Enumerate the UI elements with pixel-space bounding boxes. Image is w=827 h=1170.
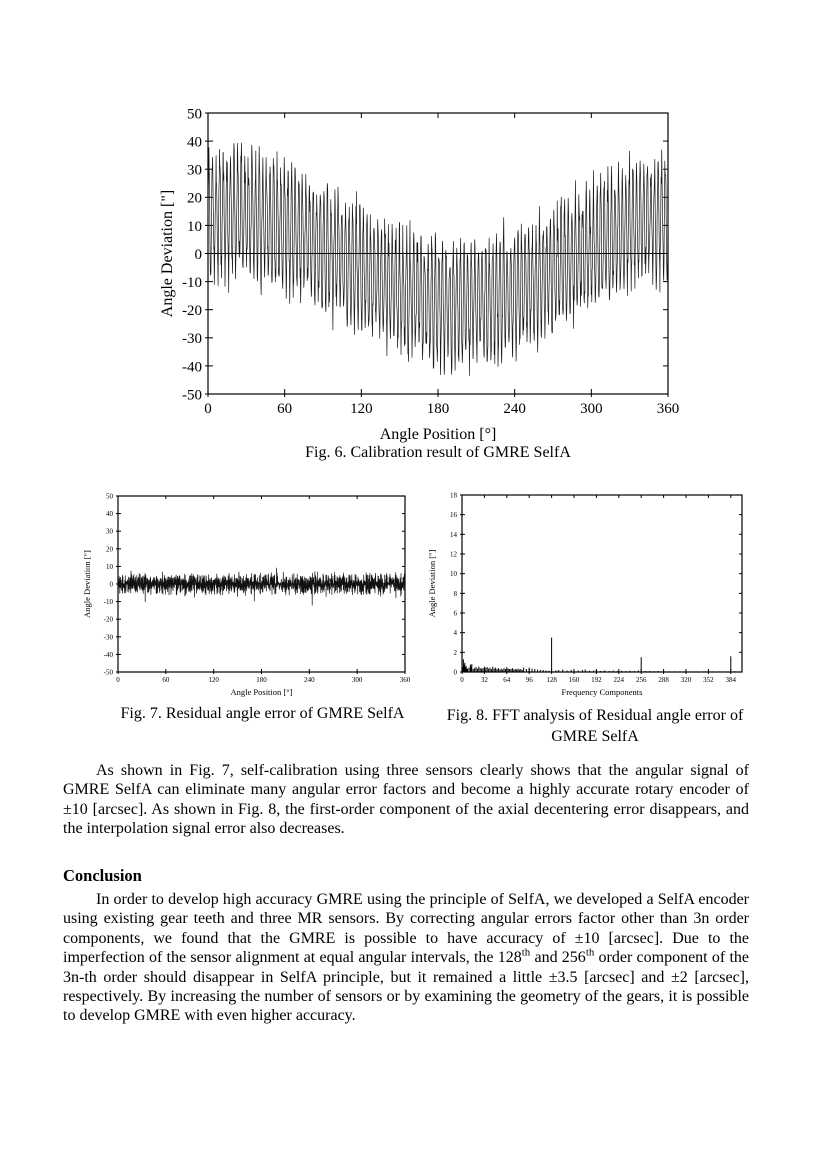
svg-text:320: 320 <box>681 676 692 684</box>
fig8-caption: Fig. 8. FFT analysis of Residual angle e… <box>430 705 760 747</box>
svg-text:18: 18 <box>450 492 458 500</box>
svg-text:4: 4 <box>454 629 458 637</box>
svg-text:10: 10 <box>106 563 114 571</box>
svg-text:180: 180 <box>256 676 267 684</box>
svg-text:-10: -10 <box>104 598 114 606</box>
svg-text:0: 0 <box>460 676 464 684</box>
svg-text:-40: -40 <box>104 651 114 659</box>
svg-text:-30: -30 <box>182 331 202 347</box>
svg-text:256: 256 <box>636 676 647 684</box>
svg-text:10: 10 <box>450 570 458 578</box>
svg-text:-50: -50 <box>104 669 114 677</box>
svg-text:50: 50 <box>187 106 202 122</box>
fig6-calibration-chart: 0 60 120 180 240 300 360 50 40 30 20 10 0 -10 -20 -30 -4… <box>159 106 680 443</box>
svg-text:120: 120 <box>350 401 373 417</box>
svg-text:360: 360 <box>657 401 680 417</box>
fig6-caption: Fig. 6. Calibration result of GMRE SelfA <box>305 444 571 461</box>
svg-text:-20: -20 <box>104 616 114 624</box>
svg-text:14: 14 <box>450 531 458 539</box>
svg-text:180: 180 <box>427 401 450 417</box>
svg-text:300: 300 <box>352 676 363 684</box>
svg-text:50: 50 <box>106 493 114 501</box>
svg-text:Angle Deviation ["]: Angle Deviation ["] <box>82 550 92 618</box>
svg-text:30: 30 <box>187 163 202 179</box>
fig7-caption: Fig. 7. Residual angle error of GMRE Sel… <box>120 705 405 722</box>
conclusion-paragraph: In order to develop high accuracy GMRE u… <box>63 891 749 1025</box>
svg-text:20: 20 <box>106 545 114 553</box>
svg-text:Angle Position [°]: Angle Position [°] <box>231 687 293 697</box>
svg-text:10: 10 <box>187 219 202 235</box>
fig8-caption-line1: Fig. 8. FFT analysis of Residual angle e… <box>446 707 744 724</box>
results-paragraph: As shown in Fig. 7, self-calibration usi… <box>63 762 749 838</box>
svg-text:2: 2 <box>454 649 458 657</box>
conclusion-heading: Conclusion <box>63 866 142 885</box>
svg-text:384: 384 <box>726 676 737 684</box>
svg-text:-10: -10 <box>182 275 202 291</box>
svg-text:360: 360 <box>400 676 411 684</box>
svg-text:0: 0 <box>110 581 114 589</box>
svg-text:224: 224 <box>614 676 625 684</box>
svg-text:8: 8 <box>454 590 458 598</box>
fig8-fft-chart: 0 32 64 96 128 160 192 224 256 288 320 352 384 0 2 4 6 8 1… <box>427 492 743 697</box>
svg-text:0: 0 <box>116 676 120 684</box>
svg-text:352: 352 <box>703 676 714 684</box>
svg-text:16: 16 <box>450 511 458 519</box>
svg-text:Angle Deviation ["]: Angle Deviation ["] <box>159 190 176 317</box>
svg-text:240: 240 <box>503 401 525 417</box>
svg-text:30: 30 <box>106 528 114 536</box>
svg-text:60: 60 <box>162 676 170 684</box>
svg-text:0: 0 <box>195 247 203 263</box>
svg-text:96: 96 <box>526 676 534 684</box>
fig7-residual-chart: 0 60 120 180 240 300 360 50 40 30 20 10 0 -10 -20 -30 -4… <box>82 493 411 697</box>
svg-text:40: 40 <box>187 135 202 151</box>
svg-text:-50: -50 <box>182 387 202 403</box>
svg-text:Angle Deviation ["]: Angle Deviation ["] <box>427 550 437 618</box>
svg-text:20: 20 <box>187 191 202 207</box>
svg-text:128: 128 <box>546 676 557 684</box>
svg-text:120: 120 <box>208 676 219 684</box>
svg-text:0: 0 <box>454 669 458 677</box>
fig8-caption-line2: GMRE SelfA <box>551 728 639 745</box>
svg-text:192: 192 <box>591 676 602 684</box>
svg-text:Frequency Components: Frequency Components <box>562 687 643 697</box>
svg-text:64: 64 <box>503 676 511 684</box>
svg-text:-20: -20 <box>182 303 202 319</box>
svg-text:60: 60 <box>277 401 292 417</box>
svg-text:40: 40 <box>106 510 114 518</box>
svg-text:0: 0 <box>204 401 212 417</box>
svg-text:Angle Position [°]: Angle Position [°] <box>380 426 497 443</box>
svg-text:160: 160 <box>569 676 580 684</box>
svg-text:-30: -30 <box>104 633 114 641</box>
svg-text:-40: -40 <box>182 359 202 375</box>
svg-text:300: 300 <box>580 401 603 417</box>
svg-text:6: 6 <box>454 610 458 618</box>
svg-text:288: 288 <box>658 676 669 684</box>
svg-text:32: 32 <box>481 676 489 684</box>
svg-text:240: 240 <box>304 676 315 684</box>
svg-text:12: 12 <box>450 551 458 559</box>
